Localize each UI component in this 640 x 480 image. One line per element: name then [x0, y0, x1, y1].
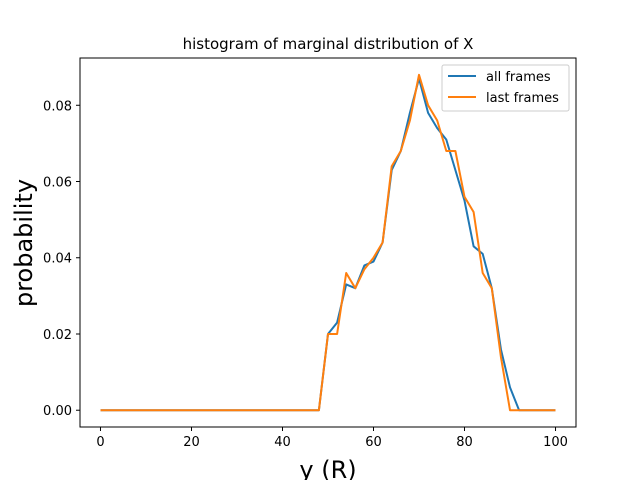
x-axis: 0 20 40 60 80 100 — [96, 427, 568, 450]
y-tick-label: 0.08 — [43, 99, 72, 114]
plot-frame — [79, 57, 577, 428]
y-axis: 0.00 0.02 0.04 0.06 0.08 — [43, 99, 80, 419]
y-tick-label: 0.00 — [43, 404, 72, 419]
legend-label-all-frames: all frames — [486, 70, 551, 85]
y-axis-label: probability — [10, 179, 38, 307]
series-line-all-frames — [100, 77, 556, 412]
x-tick-label: 80 — [456, 435, 473, 450]
y-tick-label: 0.04 — [43, 252, 72, 267]
plot-lines — [100, 73, 556, 412]
x-tick-label: 60 — [365, 435, 382, 450]
x-tick-label: 0 — [96, 435, 104, 450]
legend-label-last-frames: last frames — [486, 91, 559, 106]
x-tick-label: 40 — [274, 435, 291, 450]
legend: all frames last frames — [441, 64, 570, 112]
series-line-last-frames — [100, 73, 556, 412]
y-tick-label: 0.06 — [43, 176, 72, 191]
x-axis-label: y (R) — [299, 456, 356, 480]
chart-title: histogram of marginal distribution of X — [183, 35, 474, 53]
x-tick-label: 20 — [183, 435, 200, 450]
y-tick-label: 0.02 — [43, 328, 72, 343]
x-tick-label: 100 — [543, 435, 568, 450]
